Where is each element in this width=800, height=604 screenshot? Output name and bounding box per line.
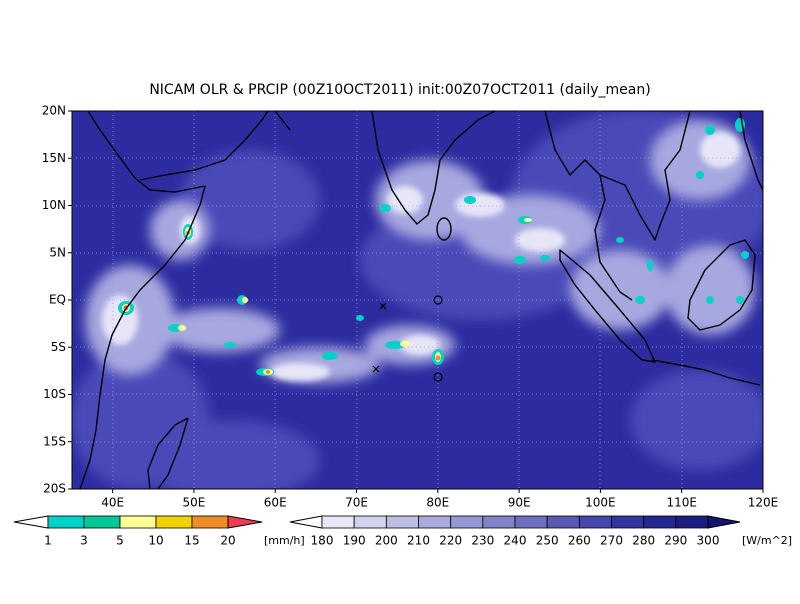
colorbar-label: 280 xyxy=(632,534,655,548)
axis-labels: 20N 15N 10N 5N EQ 5S 10S 15S 20S 40E 50E 60E 70E 80E 9… xyxy=(42,104,779,510)
lat-label: EQ xyxy=(49,293,66,307)
colorbar-label: 290 xyxy=(664,534,687,548)
colorbar-segment xyxy=(482,515,516,529)
lon-label: 50E xyxy=(183,496,206,510)
colorbar-label: 250 xyxy=(536,534,559,548)
lon-label: 100E xyxy=(585,496,616,510)
lat-label: 20N xyxy=(42,104,66,118)
lat-label: 5N xyxy=(49,245,66,259)
coastlines xyxy=(79,111,763,489)
colorbar-unit: [W/m^2] xyxy=(742,534,792,547)
colorbar-segment xyxy=(191,515,229,529)
colorbar-segment xyxy=(83,515,121,529)
colorbar-label: 1 xyxy=(44,534,52,548)
colorbar-segment xyxy=(119,515,157,529)
lat-label: 10N xyxy=(42,198,66,212)
lon-label: 120E xyxy=(748,496,779,510)
title: NICAM OLR & PRCIP (00Z10OCT2011) init:00… xyxy=(149,82,650,98)
lon-label: 60E xyxy=(264,496,287,510)
colorbar-segment xyxy=(418,515,452,529)
colorbar-label: 10 xyxy=(148,534,163,548)
colorbar-segment xyxy=(514,515,548,529)
lat-label: 15N xyxy=(42,151,66,165)
colorbar-segment xyxy=(321,515,355,529)
colorbar-high-triangle xyxy=(707,515,741,529)
colorbar-label: 300 xyxy=(697,534,720,548)
colorbar-label: 190 xyxy=(343,534,366,548)
colorbar-segment xyxy=(155,515,193,529)
colorbar-unit: [mm/h] xyxy=(264,534,305,547)
colorbar-label: 180 xyxy=(311,534,334,548)
map-field xyxy=(72,111,763,489)
colorbar-label: 15 xyxy=(184,534,199,548)
colorbar-label: 200 xyxy=(375,534,398,548)
lon-label: 70E xyxy=(345,496,368,510)
colorbar-segment xyxy=(611,515,645,529)
colorbar-low-triangle xyxy=(289,515,323,529)
colorbar-label: 240 xyxy=(504,534,527,548)
lat-label: 5S xyxy=(51,340,66,354)
colorbar-high-triangle xyxy=(227,515,263,529)
colorbar-label: 230 xyxy=(471,534,494,548)
colorbar-segment xyxy=(450,515,484,529)
lon-label: 80E xyxy=(426,496,449,510)
colorbar-segment xyxy=(353,515,387,529)
lat-label: 10S xyxy=(43,387,66,401)
colorbar-segment xyxy=(578,515,612,529)
colorbars: 1 3 5 10 15 20 [mm/h] 180 190 200 210 220 230 240 250 2… xyxy=(13,515,792,548)
grid-lines xyxy=(72,111,763,489)
track-markers xyxy=(372,295,443,382)
colorbar-low-triangle xyxy=(13,515,49,529)
lat-label: 15S xyxy=(43,434,66,448)
colorbar-label: 270 xyxy=(600,534,623,548)
colorbar-segment xyxy=(47,515,85,529)
colorbar-label: 5 xyxy=(116,534,124,548)
lon-label: 110E xyxy=(666,496,697,510)
colorbar-segment xyxy=(675,515,709,529)
colorbar-label: 220 xyxy=(439,534,462,548)
lon-label: 40E xyxy=(101,496,124,510)
colorbar-label: 210 xyxy=(407,534,430,548)
lat-label: 20S xyxy=(43,482,66,496)
lon-label: 90E xyxy=(508,496,531,510)
colorbar-label: 3 xyxy=(80,534,88,548)
colorbar-segment xyxy=(546,515,580,529)
colorbar-segment xyxy=(385,515,419,529)
colorbar-label: 260 xyxy=(568,534,591,548)
colorbar-label: 20 xyxy=(220,534,235,548)
colorbar-segment xyxy=(643,515,677,529)
